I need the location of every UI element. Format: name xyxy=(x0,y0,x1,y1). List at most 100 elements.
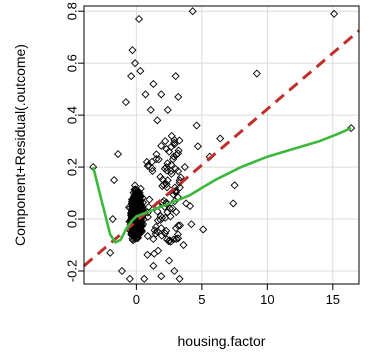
y-tick-label: 0.8 xyxy=(65,2,80,20)
x-axis-title: housing.factor xyxy=(178,333,266,349)
data-point xyxy=(162,198,171,207)
data-point xyxy=(147,157,157,166)
data-point xyxy=(157,272,166,281)
data-point xyxy=(133,233,142,242)
data-point xyxy=(150,249,159,258)
data-point xyxy=(172,234,181,243)
data-point xyxy=(143,250,152,259)
data-point xyxy=(330,9,339,18)
data-point xyxy=(157,231,166,240)
data-point xyxy=(176,173,185,182)
y-tick-label: 0.6 xyxy=(65,54,80,72)
data-point xyxy=(134,14,144,24)
points-layer xyxy=(89,7,356,283)
data-point xyxy=(133,205,142,214)
data-point xyxy=(162,166,172,175)
data-point xyxy=(174,146,183,155)
smooth-fit-line xyxy=(91,126,352,244)
data-point xyxy=(146,105,155,114)
data-point xyxy=(174,234,183,243)
data-point xyxy=(149,234,158,244)
data-point xyxy=(131,59,140,68)
data-point xyxy=(157,90,166,99)
data-point xyxy=(187,220,196,229)
data-point xyxy=(175,221,185,230)
data-point xyxy=(167,131,176,140)
data-point xyxy=(229,199,238,208)
data-point xyxy=(110,176,119,185)
x-tick-label: 10 xyxy=(260,292,274,307)
data-point xyxy=(114,150,123,159)
axes-layer: 0 5 10 15 -0.2 0.0 0.2 0.4 0.6 0.8 xyxy=(65,2,341,307)
data-point xyxy=(252,69,261,78)
data-point xyxy=(148,164,157,173)
data-point xyxy=(140,274,149,283)
data-point xyxy=(130,181,139,190)
data-point xyxy=(143,231,152,241)
x-tick-label: 15 xyxy=(326,292,340,307)
data-point xyxy=(188,7,197,16)
data-point xyxy=(169,190,178,199)
data-point xyxy=(175,136,184,145)
data-point xyxy=(162,226,171,235)
data-point xyxy=(167,142,176,151)
data-point xyxy=(157,141,166,150)
data-point xyxy=(162,180,171,189)
data-point xyxy=(163,105,172,114)
data-point xyxy=(175,274,184,283)
data-point xyxy=(143,212,152,221)
data-point xyxy=(151,222,160,232)
data-point xyxy=(175,183,184,192)
y-tick-label: 0.0 xyxy=(65,210,80,228)
data-point xyxy=(125,274,134,283)
y-tick-label: -0.2 xyxy=(65,260,80,282)
data-point xyxy=(106,248,115,257)
linear-fit-line xyxy=(83,29,360,267)
data-point xyxy=(174,92,183,101)
data-point xyxy=(165,236,174,245)
lines-layer xyxy=(83,29,360,267)
data-point xyxy=(108,215,117,224)
data-point xyxy=(174,221,183,230)
data-point xyxy=(193,142,202,151)
data-point xyxy=(172,207,181,217)
data-point xyxy=(149,79,158,88)
data-point xyxy=(199,225,208,234)
data-point xyxy=(216,134,225,143)
data-point xyxy=(165,256,174,265)
data-point xyxy=(174,167,183,176)
data-point xyxy=(165,204,175,213)
data-point xyxy=(167,160,176,169)
data-point xyxy=(156,215,165,224)
data-point xyxy=(153,227,162,236)
x-tick-label: 5 xyxy=(198,292,205,307)
data-point xyxy=(128,46,137,55)
data-point xyxy=(169,152,178,161)
data-point xyxy=(170,135,179,144)
data-point xyxy=(230,181,239,190)
data-point xyxy=(149,261,158,270)
data-point xyxy=(163,235,172,244)
data-point xyxy=(182,199,191,208)
data-point xyxy=(163,208,172,217)
data-point xyxy=(152,155,161,164)
data-point xyxy=(347,124,356,133)
y-tick-label: 0.2 xyxy=(65,158,80,176)
data-point xyxy=(133,220,142,229)
data-point xyxy=(153,216,162,225)
data-point xyxy=(192,121,201,130)
data-point xyxy=(117,266,127,276)
data-point xyxy=(121,98,130,107)
y-axis-title: Component+Residual(.outcome) xyxy=(12,44,28,246)
data-point xyxy=(179,240,188,250)
data-point xyxy=(130,194,139,203)
data-point xyxy=(153,116,162,125)
data-point xyxy=(163,183,172,192)
data-point xyxy=(158,182,167,191)
grid-layer xyxy=(84,6,359,284)
x-tick-label: 0 xyxy=(133,292,140,307)
plot-frame xyxy=(83,5,360,285)
data-point xyxy=(145,195,154,204)
data-point xyxy=(161,137,170,146)
